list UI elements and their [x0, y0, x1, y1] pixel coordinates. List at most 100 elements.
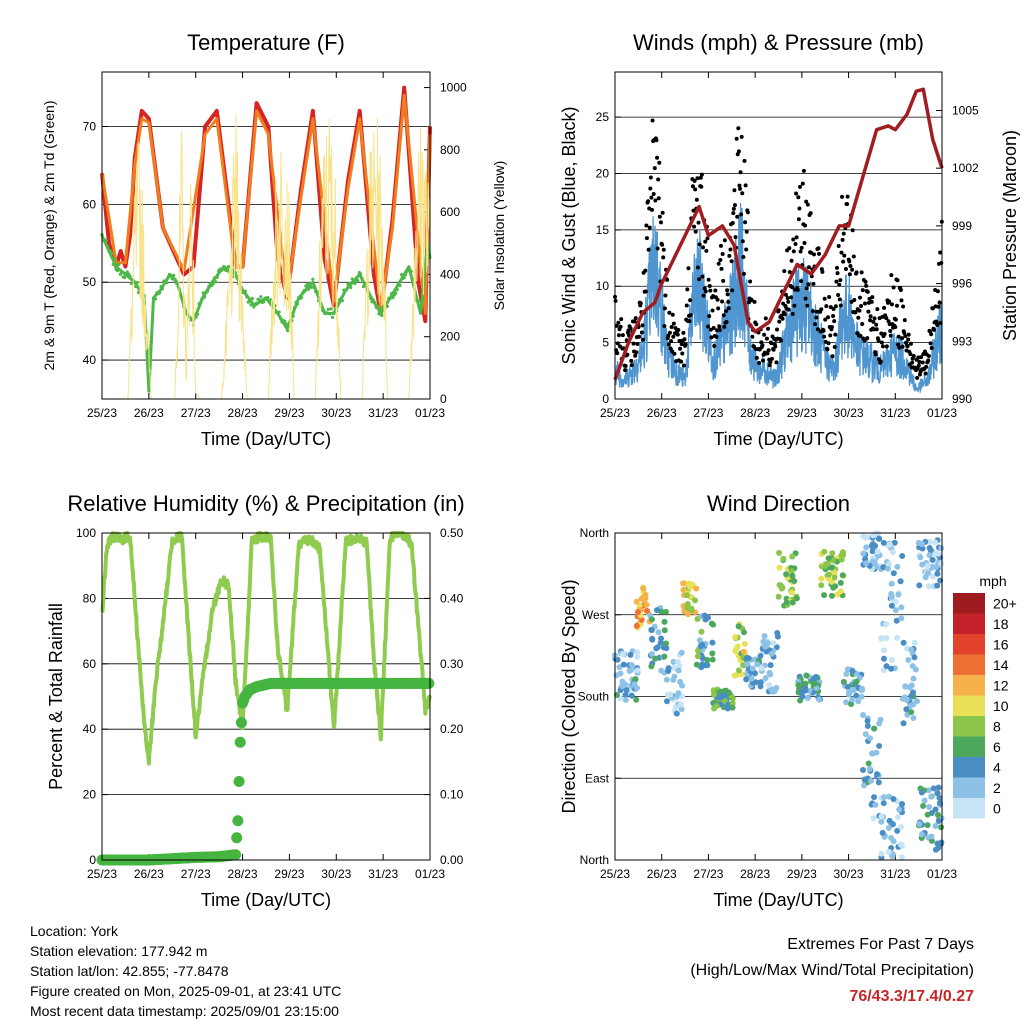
gust-point	[694, 197, 699, 202]
precip-point	[233, 776, 245, 788]
plot-frame	[614, 532, 943, 861]
dewpoint-point	[419, 307, 423, 311]
dewpoint-point	[172, 273, 176, 278]
direction-point	[935, 784, 942, 791]
gust-point	[875, 307, 880, 312]
gust-point	[906, 337, 911, 342]
dewpoint-point	[391, 295, 395, 300]
gust-point	[648, 186, 653, 191]
direction-point	[938, 545, 945, 552]
gust-point	[638, 301, 643, 306]
y-tick-label: 40	[83, 722, 97, 736]
gust-point	[816, 246, 821, 251]
dewpoint-point	[347, 281, 352, 286]
direction-point	[653, 607, 660, 614]
direction-point	[926, 538, 933, 545]
direction-point	[633, 696, 640, 703]
x-tick-label: 29/23	[787, 406, 817, 420]
direction-point	[677, 701, 684, 708]
direction-point	[758, 665, 765, 672]
gust-point	[938, 250, 943, 255]
gust-point	[806, 282, 811, 287]
gust-point	[760, 343, 765, 348]
direction-point	[617, 670, 624, 677]
direction-point	[811, 680, 818, 687]
gust-point	[791, 237, 796, 242]
direction-point	[710, 687, 717, 694]
direction-point	[894, 814, 901, 821]
y2-tick-label: 0.30	[440, 657, 464, 671]
direction-point	[667, 691, 674, 698]
direction-point	[936, 799, 943, 806]
gust-point	[735, 214, 740, 219]
direction-point	[783, 571, 790, 578]
gust-point	[801, 168, 806, 173]
gust-point	[721, 313, 726, 318]
gust-point	[678, 346, 683, 351]
direction-point	[687, 584, 694, 591]
direction-point	[883, 635, 890, 642]
y2-tick-label: 800	[440, 143, 460, 157]
gust-point	[666, 333, 671, 338]
dewpoint-point	[368, 296, 373, 301]
direction-point	[698, 628, 705, 635]
gust-point	[778, 338, 783, 343]
gust-point	[789, 295, 794, 300]
direction-point	[729, 700, 736, 707]
direction-point	[816, 696, 823, 703]
gust-point	[773, 344, 778, 349]
gust-point	[786, 299, 791, 304]
direction-point	[740, 648, 747, 655]
gust-point	[722, 238, 727, 243]
direction-point	[926, 545, 933, 552]
gust-point	[618, 324, 623, 329]
direction-point	[860, 550, 867, 557]
gust-point	[692, 178, 697, 183]
gust-point	[690, 184, 695, 189]
gust-point	[739, 212, 744, 217]
x-tick-label: 27/23	[181, 867, 211, 881]
direction-point	[888, 602, 895, 609]
gust-point	[775, 327, 780, 332]
gust-point	[791, 249, 796, 254]
y-tick-label: North	[580, 853, 609, 867]
gust-point	[650, 118, 655, 123]
dewpoint-point	[406, 266, 411, 270]
direction-point	[663, 640, 670, 647]
gust-point	[814, 315, 819, 320]
gust-point	[648, 175, 653, 180]
direction-point	[803, 672, 810, 679]
y2-tick-label: 600	[440, 205, 460, 219]
gust-point	[929, 345, 934, 350]
direction-point	[935, 550, 942, 557]
gust-point	[860, 322, 865, 327]
gust-point	[798, 249, 803, 254]
dewpoint-point	[222, 265, 226, 269]
footer-recent: Most recent data timestamp: 2025/09/01 2…	[30, 1003, 339, 1019]
gust-point	[732, 188, 737, 193]
gust-point	[639, 330, 644, 335]
gust-point	[822, 334, 827, 339]
direction-point	[789, 599, 796, 606]
gust-point	[697, 277, 702, 282]
direction-point	[899, 801, 906, 808]
gust-point	[741, 271, 746, 276]
direction-point	[932, 823, 939, 830]
direction-point	[766, 669, 773, 676]
direction-point	[853, 692, 860, 699]
x-tick-label: 26/23	[134, 406, 164, 420]
gust-point	[776, 308, 781, 313]
x-tick-label: 30/23	[834, 867, 864, 881]
direction-point	[892, 607, 899, 614]
gust-point	[887, 299, 892, 304]
gust-point	[721, 278, 726, 283]
legend-label: 2	[993, 780, 1001, 796]
direction-point	[910, 701, 917, 708]
dewpoint-point	[128, 274, 132, 278]
direction-point	[860, 767, 867, 774]
dewpoint-point	[179, 294, 183, 298]
y2-axis-label: Station Pressure (Maroon)	[1000, 130, 1020, 341]
gust-point	[795, 287, 800, 292]
direction-point	[710, 621, 717, 628]
gust-point	[644, 223, 649, 228]
